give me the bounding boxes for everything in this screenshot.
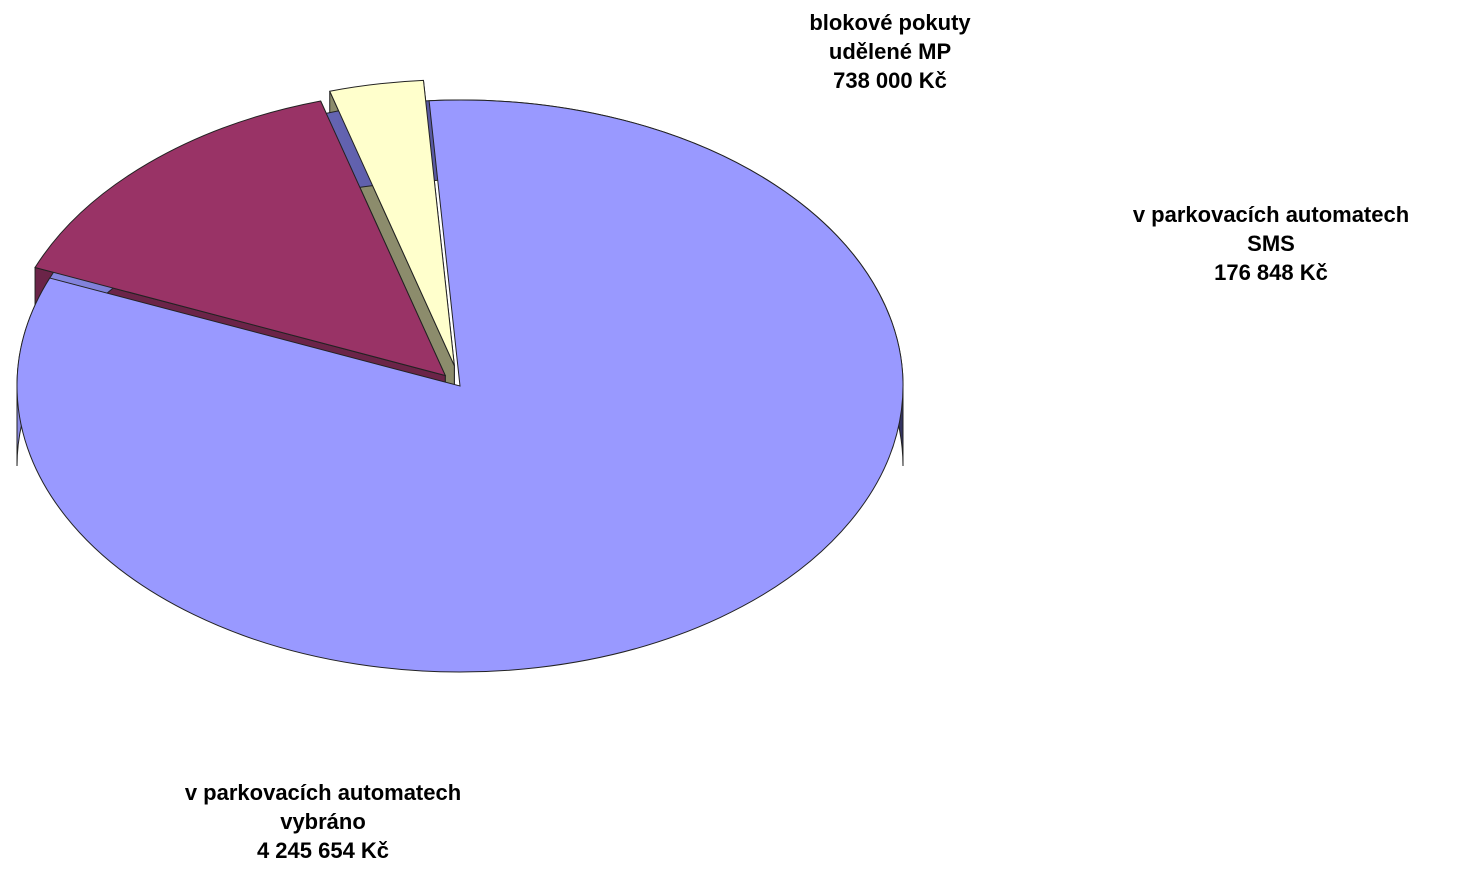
pie-slice [329,79,455,366]
slice-label-fines: blokové pokuty udělené MP 738 000 Kč [730,8,1050,95]
pie-slice [16,99,904,673]
slice-label-line: udělené MP [828,39,952,64]
slice-label-line: v parkovacích automatech [1132,202,1410,227]
slice-label-line: 4 245 654 Kč [256,838,390,863]
slice-label-line: v parkovacích automatech [184,780,462,805]
pie-slice [34,100,447,377]
slice-label-line: SMS [1247,231,1295,256]
slice-label-line: blokové pokuty [809,10,971,35]
slice-label-parking-machines: v parkovacích automatech vybráno 4 245 6… [108,778,538,865]
slice-label-line: 738 000 Kč [833,68,947,93]
slice-label-line: vybráno [280,809,366,834]
slice-label-sms: v parkovacích automatech SMS 176 848 Kč [1060,200,1482,287]
pie-faces [16,79,904,673]
slice-label-line: 176 848 Kč [1214,260,1328,285]
